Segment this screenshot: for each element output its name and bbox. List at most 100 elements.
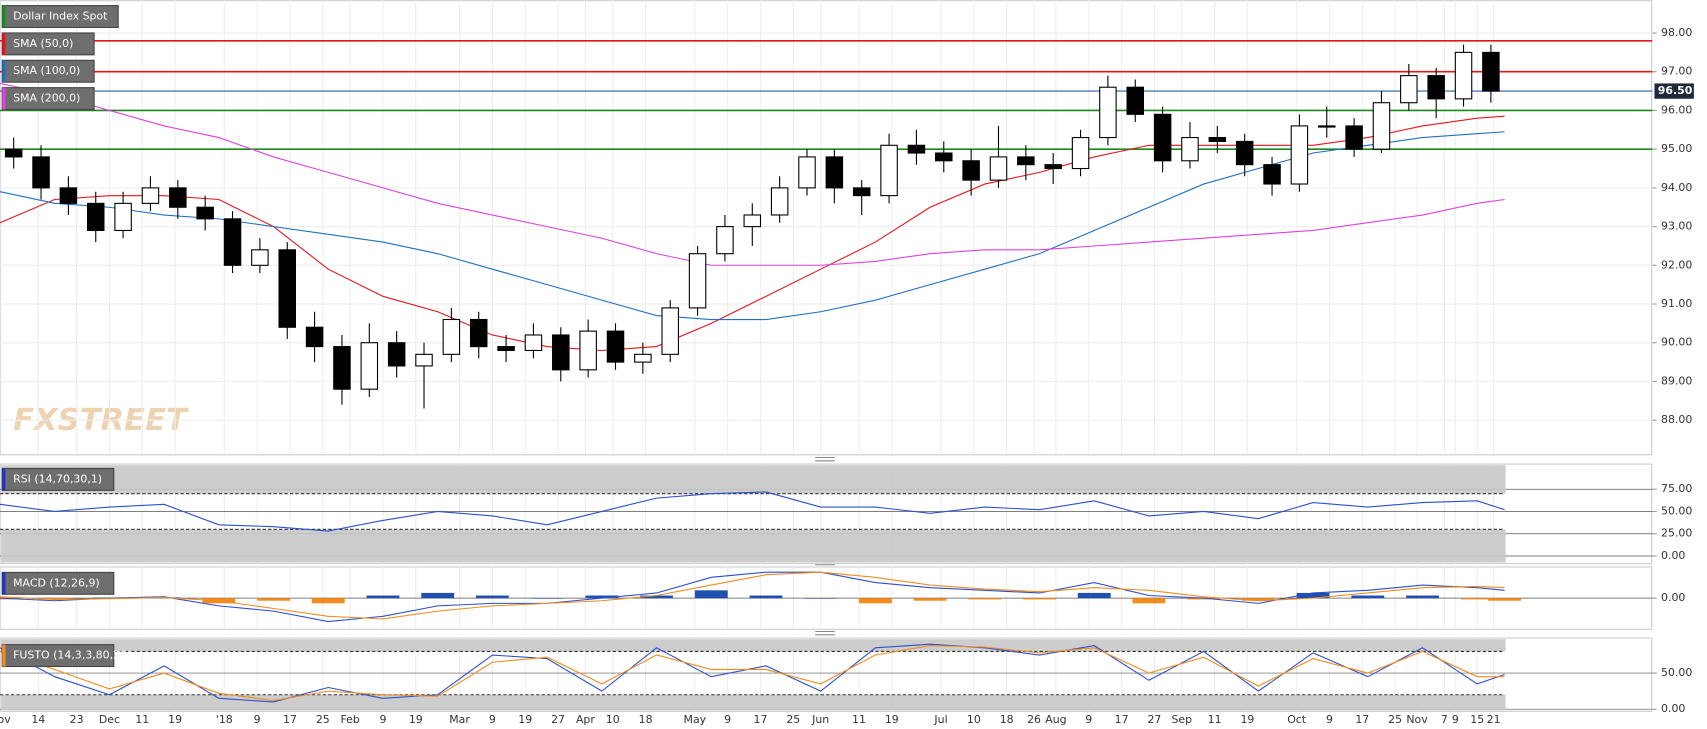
last-price-box [1654,83,1694,99]
x-tick-label: 11 [852,713,866,726]
macd-histogram-bar [421,592,455,599]
y-tick-label: 92.00 [1661,258,1692,271]
candle-body [1017,156,1035,166]
x-tick-label: 19 [168,713,182,726]
macd-histogram-bar [257,598,290,601]
stoch-line [0,645,1505,702]
candle-body [1126,86,1145,115]
macd-histogram-bar [968,598,1002,600]
x-tick-label: May [684,713,707,726]
candle-body [251,249,269,266]
candle-body [1181,137,1199,162]
x-tick-label: 19 [518,713,532,726]
x-tick-label: 26 [1027,713,1041,726]
x-tick-label: 23 [70,713,84,726]
sma-line [0,115,1505,352]
candle-body [387,342,406,367]
x-tick-label: 14 [31,713,45,726]
x-tick-label: 15 [1470,713,1484,726]
x-tick-label: Aug [1045,713,1066,726]
sma-line [0,131,1505,321]
legend-swatch [2,60,6,83]
macd-histogram-bar [1460,598,1494,600]
candle-body [1400,75,1418,104]
y-tick-label: 96.00 [1661,103,1692,116]
legend-swatch [2,32,6,55]
x-tick-label: Jul [933,713,947,726]
candle-body [989,156,1008,181]
oversold-band [1,694,1506,711]
x-tick-label: 17 [1115,713,1129,726]
candle-body [1208,137,1227,142]
candle-body [469,318,488,348]
candle-body [223,218,242,266]
candle-body [1427,75,1445,100]
x-tick-label: 9 [379,713,386,726]
macd-histogram-bar [1187,598,1221,600]
candle-body [716,226,734,255]
oversold-band [1,529,1506,563]
candle-body [1290,125,1309,185]
y-tick-label: 95.00 [1661,142,1692,155]
x-tick-label: Apr [576,713,595,726]
legend-label: FUSTO (14,3,3,80,20) [13,649,131,662]
y-tick-label: 94.00 [1661,181,1692,194]
macd-histogram-bar [1488,598,1521,601]
candle-body [442,318,461,355]
y-tick-label: 88.00 [1661,413,1692,426]
x-tick-label: 18 [1000,713,1014,726]
candle-body [798,156,816,189]
x-tick-label: 9 [1326,713,1333,726]
macd-histogram-bar [38,598,72,600]
x-tick-label: Dec [99,713,120,726]
candle-body [59,187,78,204]
y-tick-label: 50.00 [1661,666,1692,679]
x-tick-label: 19 [1240,713,1254,726]
x-tick-label: 7 [1441,713,1448,726]
overbought-band [1,465,1506,494]
y-tick-label: 75.00 [1661,482,1692,495]
y-tick-label: 0.00 [1661,702,1685,715]
macd-histogram-bar [1132,598,1166,604]
candle-body [935,152,953,162]
macd-histogram-bar [1296,592,1330,599]
candle-body [524,334,543,352]
x-tick-label: 9 [254,713,261,726]
macd-histogram-bar [1077,592,1111,599]
candle-body [825,156,844,189]
candle-body [852,187,871,197]
candle-body [1235,140,1254,166]
candle-body [552,334,570,371]
stoch-line [0,643,1505,703]
candle-body [880,144,898,197]
legend: Dollar Index Spot SMA (50,0) SMA (100,0) SM… [1,5,131,668]
x-tick-label: 10 [606,713,620,726]
y-tick-label: 0.00 [1661,591,1685,604]
legend-label: Dollar Index Spot [13,10,108,23]
candle-body [743,214,762,228]
x-tick-label: 17 [283,713,297,726]
macd-histogram-bar [311,598,345,604]
x-tick-label: Nov [1406,713,1428,726]
x-tick-label: 9 [489,713,496,726]
x-tick-label: 17 [1355,713,1369,726]
x-tick-label: 9 [724,713,731,726]
x-tick-label: 21 [1487,713,1501,726]
x-tick-label: 17 [754,713,768,726]
x-tick-label: '18 [216,713,233,726]
macd-histogram-bar [913,598,947,601]
legend-swatch [2,468,6,491]
y-tick-label: 50.00 [1661,505,1692,518]
x-tick-label: 19 [409,713,423,726]
last-price-label: 96.50 [1658,84,1693,97]
candle-body [4,148,23,158]
macd-histogram-bar [749,595,783,599]
macd-histogram-bar [366,595,400,599]
candle-body [305,326,324,348]
x-tick-label: Oct [1287,713,1307,726]
y-tick-label: 90.00 [1661,336,1692,349]
y-tick-label: 97.00 [1661,65,1692,78]
candle-body [278,249,296,328]
candle-body [962,160,980,181]
